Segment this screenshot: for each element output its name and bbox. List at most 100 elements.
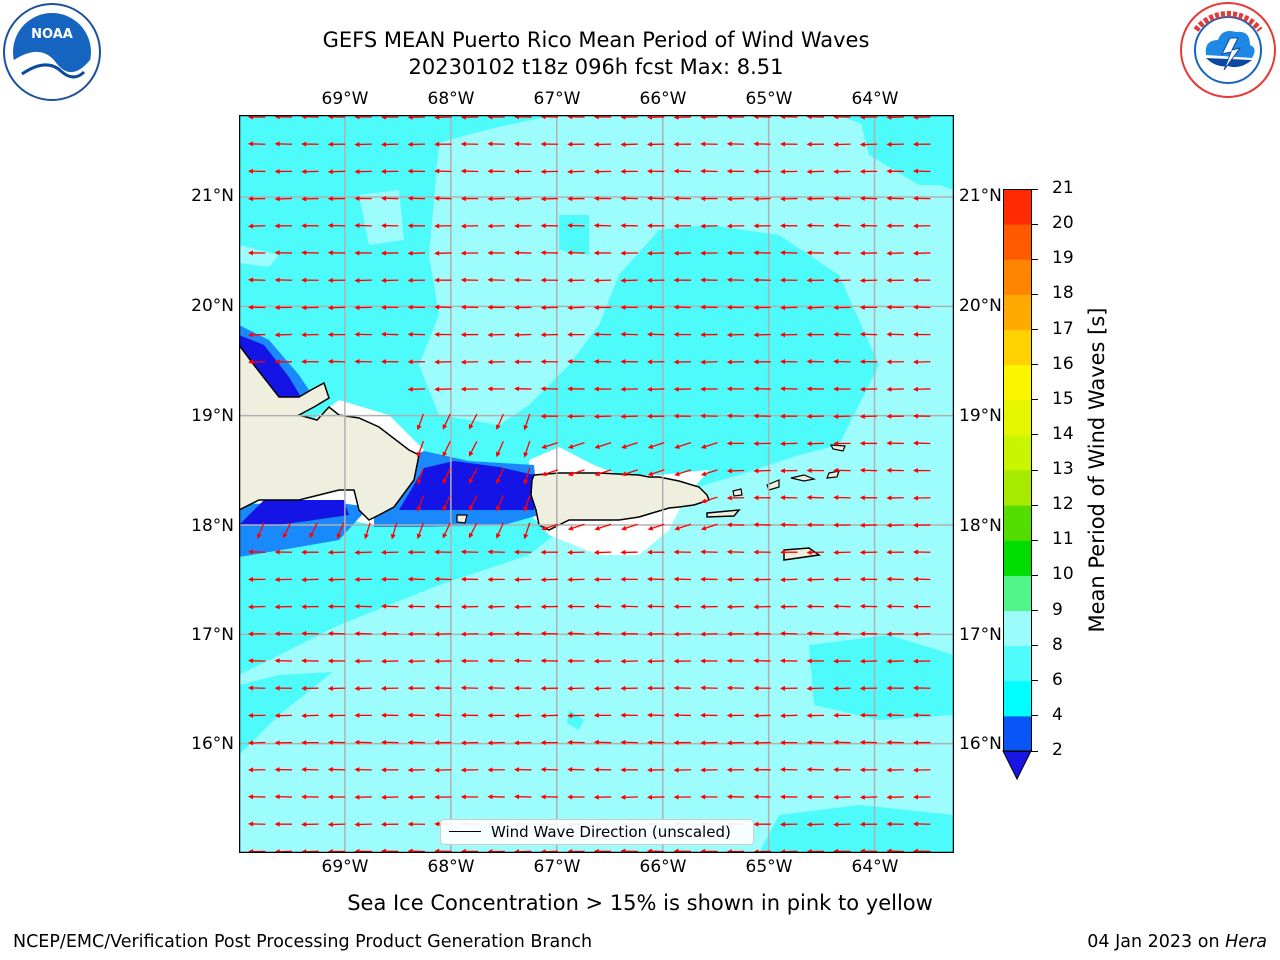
lon-label-bottom: 65°W [745, 857, 793, 877]
wave-arrow-head [301, 169, 307, 175]
wave-arrow-head [381, 250, 387, 256]
colorbar [1002, 189, 1032, 781]
wave-arrow-head [780, 141, 786, 147]
wave-arrow-head [833, 386, 839, 392]
wave-arrow-head [541, 525, 547, 531]
wave-arrow-head [913, 767, 919, 773]
wave-arrow-head [460, 277, 466, 283]
wave-arrow-head [700, 250, 706, 256]
wave-arrow-head [806, 603, 812, 609]
wave-arrow-head [753, 549, 759, 555]
colorbar-tick-mark [1032, 293, 1038, 295]
wave-arrow-head [806, 685, 812, 691]
wave-arrow-head [753, 305, 759, 311]
colorbar-tick-mark [1032, 329, 1038, 330]
wave-arrow-head [647, 386, 653, 392]
wave-arrow-head [780, 305, 786, 311]
wave-arrow-head [913, 304, 919, 310]
wave-arrow-shaft [469, 440, 478, 455]
wave-arrow-head [647, 794, 653, 800]
wave-arrow-head [496, 533, 501, 539]
lat-label-right: 19°N [959, 406, 1002, 426]
wave-arrow-head [354, 712, 360, 718]
wave-arrow-head [806, 794, 812, 800]
lat-label-left: 20°N [191, 296, 234, 316]
wave-arrow-head [487, 658, 493, 664]
wave-arrow-head [913, 821, 919, 827]
wave-arrow-head [381, 359, 387, 365]
wave-arrow-head [567, 444, 574, 449]
wave-arrow-head [327, 603, 333, 609]
wave-arrow-head [407, 549, 413, 555]
wave-arrow-head [274, 277, 280, 283]
colorbar-tick-mark [1032, 715, 1038, 717]
wave-arrow-head [726, 250, 732, 256]
wave-arrow-head [859, 168, 865, 174]
lat-label-right: 21°N [959, 186, 1002, 206]
wave-arrow-head [460, 549, 466, 555]
colorbar-tick-mark [1032, 469, 1038, 471]
wave-arrow-head [407, 168, 413, 174]
wave-arrow-head [523, 452, 529, 458]
wave-arrow-head [567, 631, 573, 637]
map-frame [239, 115, 954, 853]
wave-arrow-head [514, 631, 520, 637]
noaa-logo-text: NOAA [31, 27, 73, 42]
wave-arrow-head [859, 250, 865, 256]
wave-arrow-head [700, 304, 706, 310]
wave-arrow-head [833, 223, 839, 229]
wave-arrow-head [540, 223, 546, 229]
wave-arrow-head [780, 359, 786, 365]
wave-arrow-head [434, 359, 440, 365]
wave-arrow-head [780, 713, 786, 719]
wave-arrow-head [886, 168, 892, 174]
wave-arrow-head [381, 549, 387, 555]
wave-arrow-head [434, 277, 440, 283]
wave-arrow-head [442, 478, 448, 485]
wave-arrow-head [540, 658, 546, 664]
wave-arrow-shaft [676, 469, 692, 475]
colorbar-segment [1003, 470, 1031, 506]
wave-arrow-head [274, 604, 280, 610]
wave-arrow-head [381, 168, 387, 174]
wave-arrow-head [327, 821, 333, 827]
wave-arrow-head [673, 168, 679, 174]
wave-arrow-head [487, 359, 493, 365]
wave-arrow-head [274, 223, 280, 229]
wave-arrow-head [859, 467, 865, 473]
wave-arrow-head [327, 332, 333, 338]
wave-arrow-head [567, 332, 573, 338]
wave-arrow-head [301, 658, 307, 664]
wave-arrow-head [886, 331, 892, 337]
wave-arrow-head [407, 386, 413, 392]
wave-arrow-head [886, 467, 892, 473]
wave-arrow-head [487, 141, 493, 147]
wave-arrow-head [487, 794, 493, 800]
wave-arrow-head [274, 685, 280, 691]
wave-arrow-head [859, 631, 865, 637]
colorbar-tick-label: 4 [1052, 704, 1063, 725]
wave-arrow-head [327, 739, 333, 745]
wave-arrow-head [913, 413, 919, 419]
wave-arrow-head [753, 359, 759, 365]
wave-arrow-head [833, 331, 839, 337]
wave-arrow-head [540, 196, 546, 202]
wave-arrow-shaft [496, 495, 504, 510]
wave-arrow-head [593, 576, 599, 582]
wave-arrow-head [381, 712, 387, 718]
wave-arrow-head [806, 549, 812, 555]
wave-arrow-head [593, 223, 599, 229]
wave-arrow-head [700, 604, 706, 610]
wave-arrow-head [540, 577, 546, 583]
wave-arrow-head [886, 195, 892, 201]
wave-arrow-head [726, 713, 732, 719]
colorbar-tick-label: 17 [1052, 318, 1074, 339]
wave-arrow-head [434, 250, 440, 256]
wave-arrow-head [620, 549, 626, 555]
wave-arrow-head [859, 685, 865, 691]
wave-arrow-head [780, 604, 786, 610]
wave-arrow-head [700, 386, 706, 392]
wave-arrow-shaft [469, 522, 478, 536]
wave-arrow-head [859, 223, 865, 229]
wave-arrow-head [726, 332, 732, 338]
